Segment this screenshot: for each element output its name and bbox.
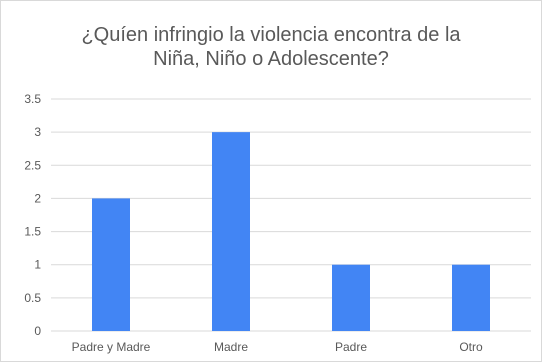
chart-title-line-2: Niña, Niño o Adolescente? <box>153 48 389 70</box>
y-tick-label: 0.5 <box>24 291 41 305</box>
x-tick-label: Padre <box>335 340 367 354</box>
x-tick-label: Madre <box>214 340 248 354</box>
bar <box>452 264 490 331</box>
chart-title-line-1: ¿Quíen infringio la violencia encontra d… <box>81 24 461 46</box>
y-tick-label: 1.5 <box>24 225 41 239</box>
bar <box>212 132 250 331</box>
y-tick-label: 1 <box>34 258 41 272</box>
y-tick-label: 3 <box>34 125 41 139</box>
bar <box>92 198 130 331</box>
y-tick-label: 0 <box>34 324 41 338</box>
chart-title: ¿Quíen infringio la violencia encontra d… <box>1 23 541 71</box>
y-tick-label: 2 <box>34 191 41 205</box>
x-tick-label: Padre y Madre <box>72 340 151 354</box>
bar <box>332 264 370 331</box>
y-tick-label: 2.5 <box>24 158 41 172</box>
x-tick-label: Otro <box>459 340 483 354</box>
y-tick-label: 3.5 <box>24 92 41 106</box>
